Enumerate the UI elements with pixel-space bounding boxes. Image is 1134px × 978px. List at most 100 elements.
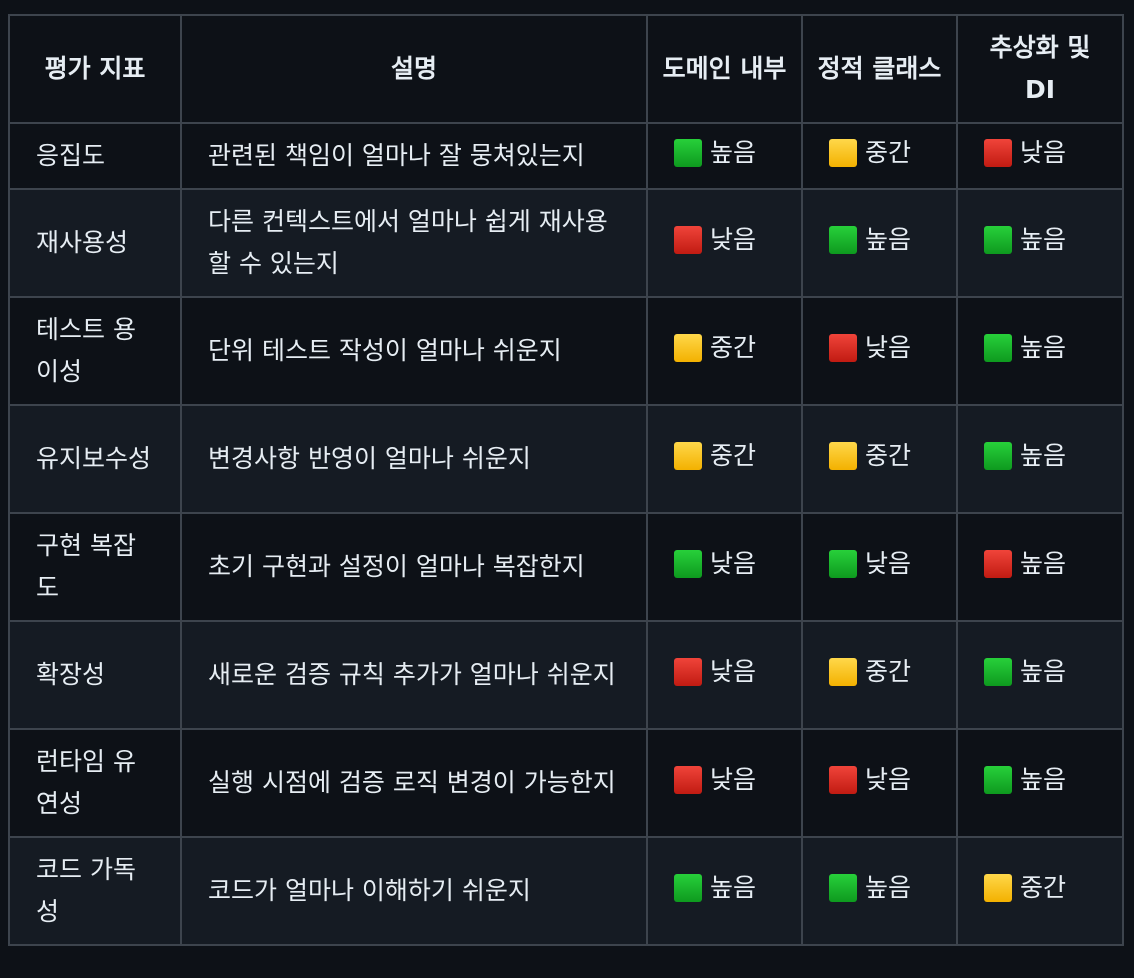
rating: 중간: [674, 435, 756, 477]
rating-cell-abstraction-di: 낮음: [956, 122, 1124, 190]
rating-label: 낮음: [710, 225, 757, 254]
rating: 높음: [984, 759, 1066, 801]
rating-label: 높음: [1020, 225, 1067, 254]
rating: 낮음: [984, 132, 1066, 174]
metric-cell: 재사용성: [8, 188, 182, 298]
rating-cell-abstraction-di: 중간: [956, 836, 1124, 946]
rating-label: 높음: [1020, 549, 1067, 578]
rating-label: 낮음: [865, 765, 912, 794]
rating: 높음: [984, 651, 1066, 693]
rating-cell-abstraction-di: 높음: [956, 188, 1124, 298]
rating-label: 낮음: [710, 657, 757, 686]
rating-cell-domain-internal: 낮음: [646, 188, 803, 298]
rating: 높음: [674, 867, 756, 909]
red-square-icon: [829, 766, 857, 794]
rating-label: 높음: [710, 873, 757, 902]
description-cell: 실행 시점에 검증 로직 변경이 가능한지: [180, 728, 648, 838]
rating: 높음: [829, 867, 911, 909]
header-description: 설명: [180, 14, 648, 124]
rating: 낮음: [829, 543, 911, 585]
rating-label: 낮음: [710, 549, 757, 578]
rating-cell-abstraction-di: 높음: [956, 620, 1124, 730]
rating-label: 중간: [865, 441, 912, 470]
metric-cell: 응집도: [8, 122, 182, 190]
rating: 높음: [984, 327, 1066, 369]
rating-cell-domain-internal: 중간: [646, 296, 803, 406]
description-cell: 초기 구현과 설정이 얼마나 복잡한지: [180, 512, 648, 622]
comparison-table: 평가 지표 설명 도메인 내부 정적 클래스 추상화 및 DI 응집도 관련된 …: [8, 14, 1124, 946]
rating-label: 낮음: [1020, 138, 1067, 167]
table-body: 응집도 관련된 책임이 얼마나 잘 뭉쳐있는지 높음 중간 낮음 재사용성 다른…: [8, 122, 1124, 946]
rating: 낮음: [674, 543, 756, 585]
red-square-icon: [829, 334, 857, 362]
yellow-square-icon: [829, 442, 857, 470]
rating: 높음: [829, 219, 911, 261]
rating-label: 높음: [1020, 765, 1067, 794]
header-metric: 평가 지표: [8, 14, 182, 124]
table-row: 재사용성 다른 컨텍스트에서 얼마나 쉽게 재사용할 수 있는지 낮음 높음 높…: [8, 188, 1124, 298]
header-row: 평가 지표 설명 도메인 내부 정적 클래스 추상화 및 DI: [8, 14, 1124, 124]
rating: 중간: [829, 132, 911, 174]
yellow-square-icon: [674, 442, 702, 470]
rating: 중간: [829, 435, 911, 477]
rating-cell-static-class: 낮음: [801, 296, 958, 406]
green-square-icon: [829, 226, 857, 254]
rating-cell-static-class: 중간: [801, 404, 958, 514]
rating: 중간: [674, 327, 756, 369]
rating-label: 낮음: [710, 765, 757, 794]
rating-label: 중간: [1020, 873, 1067, 902]
rating-cell-domain-internal: 낮음: [646, 512, 803, 622]
rating-cell-abstraction-di: 높음: [956, 512, 1124, 622]
metric-cell: 런타임 유연성: [8, 728, 182, 838]
rating-label: 중간: [710, 441, 757, 470]
green-square-icon: [984, 766, 1012, 794]
metric-cell: 코드 가독성: [8, 836, 182, 946]
table-row: 테스트 용이성 단위 테스트 작성이 얼마나 쉬운지 중간 낮음 높음: [8, 296, 1124, 406]
rating-cell-domain-internal: 중간: [646, 404, 803, 514]
rating: 낮음: [829, 759, 911, 801]
red-square-icon: [984, 139, 1012, 167]
rating-cell-domain-internal: 높음: [646, 122, 803, 190]
rating-cell-static-class: 높음: [801, 188, 958, 298]
table-row: 런타임 유연성 실행 시점에 검증 로직 변경이 가능한지 낮음 낮음 높음: [8, 728, 1124, 838]
green-square-icon: [984, 658, 1012, 686]
rating-cell-domain-internal: 높음: [646, 836, 803, 946]
table-row: 확장성 새로운 검증 규칙 추가가 얼마나 쉬운지 낮음 중간 높음: [8, 620, 1124, 730]
rating-label: 중간: [710, 333, 757, 362]
yellow-square-icon: [674, 334, 702, 362]
rating-label: 중간: [865, 657, 912, 686]
table-row: 응집도 관련된 책임이 얼마나 잘 뭉쳐있는지 높음 중간 낮음: [8, 122, 1124, 190]
rating: 낮음: [674, 219, 756, 261]
rating-cell-domain-internal: 낮음: [646, 620, 803, 730]
red-square-icon: [674, 226, 702, 254]
rating: 중간: [829, 651, 911, 693]
red-square-icon: [674, 766, 702, 794]
metric-cell: 구현 복잡도: [8, 512, 182, 622]
header-domain-internal: 도메인 내부: [646, 14, 803, 124]
rating: 낮음: [674, 759, 756, 801]
rating-cell-static-class: 낮음: [801, 728, 958, 838]
rating-cell-static-class: 높음: [801, 836, 958, 946]
rating-label: 높음: [865, 225, 912, 254]
comparison-table-container: 평가 지표 설명 도메인 내부 정적 클래스 추상화 및 DI 응집도 관련된 …: [8, 14, 1124, 946]
rating-cell-abstraction-di: 높음: [956, 296, 1124, 406]
yellow-square-icon: [829, 658, 857, 686]
rating-label: 높음: [1020, 441, 1067, 470]
green-square-icon: [829, 550, 857, 578]
table-header: 평가 지표 설명 도메인 내부 정적 클래스 추상화 및 DI: [8, 14, 1124, 124]
rating-cell-static-class: 낮음: [801, 512, 958, 622]
rating: 높음: [984, 435, 1066, 477]
table-row: 코드 가독성 코드가 얼마나 이해하기 쉬운지 높음 높음 중간: [8, 836, 1124, 946]
metric-cell: 유지보수성: [8, 404, 182, 514]
rating-label: 낮음: [865, 333, 912, 362]
metric-cell: 테스트 용이성: [8, 296, 182, 406]
description-cell: 코드가 얼마나 이해하기 쉬운지: [180, 836, 648, 946]
description-cell: 새로운 검증 규칙 추가가 얼마나 쉬운지: [180, 620, 648, 730]
rating-label: 중간: [865, 138, 912, 167]
green-square-icon: [984, 226, 1012, 254]
table-row: 구현 복잡도 초기 구현과 설정이 얼마나 복잡한지 낮음 낮음 높음: [8, 512, 1124, 622]
header-abstraction-di: 추상화 및 DI: [956, 14, 1124, 124]
table-row: 유지보수성 변경사항 반영이 얼마나 쉬운지 중간 중간 높음: [8, 404, 1124, 514]
rating-cell-abstraction-di: 높음: [956, 728, 1124, 838]
green-square-icon: [674, 550, 702, 578]
